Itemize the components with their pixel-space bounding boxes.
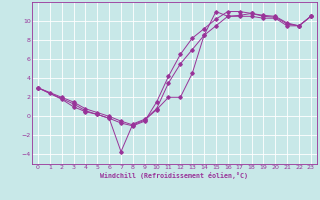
X-axis label: Windchill (Refroidissement éolien,°C): Windchill (Refroidissement éolien,°C) (100, 172, 248, 179)
